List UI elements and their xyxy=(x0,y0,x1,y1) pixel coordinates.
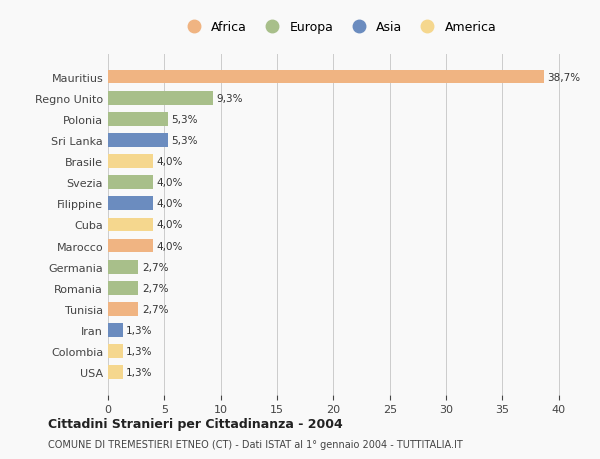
Bar xyxy=(108,71,544,84)
Bar xyxy=(108,92,213,105)
Text: 1,3%: 1,3% xyxy=(126,347,152,356)
Text: COMUNE DI TREMESTIERI ETNEO (CT) - Dati ISTAT al 1° gennaio 2004 - TUTTITALIA.IT: COMUNE DI TREMESTIERI ETNEO (CT) - Dati … xyxy=(48,440,463,449)
Text: 2,7%: 2,7% xyxy=(142,304,169,314)
Text: 4,0%: 4,0% xyxy=(157,199,183,209)
Bar xyxy=(108,176,153,190)
Bar xyxy=(108,197,153,211)
Bar xyxy=(108,281,139,295)
Text: 1,3%: 1,3% xyxy=(126,368,152,377)
Bar xyxy=(108,324,122,337)
Text: 4,0%: 4,0% xyxy=(157,241,183,251)
Bar xyxy=(108,112,168,126)
Bar xyxy=(108,345,122,358)
Text: 4,0%: 4,0% xyxy=(157,178,183,188)
Text: 2,7%: 2,7% xyxy=(142,262,169,272)
Text: 1,3%: 1,3% xyxy=(126,325,152,335)
Bar xyxy=(108,134,168,147)
Text: 4,0%: 4,0% xyxy=(157,220,183,230)
Text: 4,0%: 4,0% xyxy=(157,157,183,167)
Text: Cittadini Stranieri per Cittadinanza - 2004: Cittadini Stranieri per Cittadinanza - 2… xyxy=(48,417,343,430)
Legend: Africa, Europa, Asia, America: Africa, Europa, Asia, America xyxy=(178,17,500,38)
Bar xyxy=(108,155,153,168)
Text: 5,3%: 5,3% xyxy=(171,135,197,146)
Text: 9,3%: 9,3% xyxy=(216,94,242,103)
Bar xyxy=(108,260,139,274)
Bar xyxy=(108,218,153,232)
Bar xyxy=(108,239,153,253)
Text: 5,3%: 5,3% xyxy=(171,115,197,124)
Bar xyxy=(108,302,139,316)
Bar xyxy=(108,366,122,379)
Text: 38,7%: 38,7% xyxy=(547,73,581,82)
Text: 2,7%: 2,7% xyxy=(142,283,169,293)
